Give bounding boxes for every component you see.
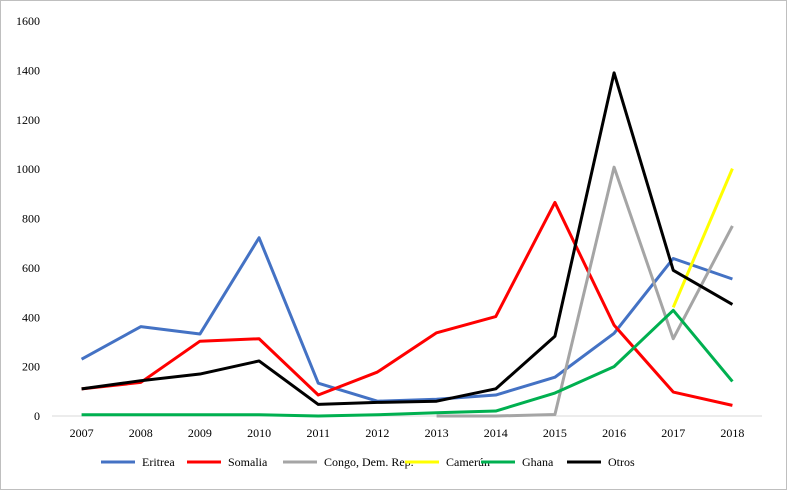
y-tick-label: 0 [34,409,40,423]
legend-label: Somalia [228,455,268,469]
x-axis-ticks: 2007 2008 2009 2010 2011 2012 2013 2014 2015 2016… [70,426,745,440]
legend-label: Otros [608,455,635,469]
legend-item-otros: Otros [567,455,635,469]
series-line-eritrea [80,236,733,403]
y-tick-label: 1400 [16,63,40,77]
x-tick-label: 2009 [188,426,212,440]
y-axis-ticks: 0 200 400 600 800 1000 1200 1400 1600 [16,14,40,423]
x-tick-label: 2018 [720,426,744,440]
x-tick-label: 2011 [306,426,330,440]
y-tick-label: 1000 [16,162,40,176]
y-tick-label: 200 [22,360,40,374]
legend-item-ghana: Ghana [481,455,554,469]
legend-label: Ghana [522,455,554,469]
legend-label: Eritrea [142,455,175,469]
legend-label: Camerún [446,455,490,469]
y-tick-label: 800 [22,212,40,226]
x-tick-label: 2017 [661,426,685,440]
y-tick-label: 1600 [16,14,40,28]
legend-item-eritrea: Eritrea [101,455,175,469]
x-tick-label: 2008 [129,426,153,440]
legend-item-congo-dem-rep: Congo, Dem. Rep. [283,455,414,469]
y-tick-label: 1200 [16,113,40,127]
series-line-ghana [81,308,734,418]
series-line-camer-n [671,168,734,308]
x-tick-label: 2010 [247,426,271,440]
legend-label: Congo, Dem. Rep. [324,455,414,469]
x-tick-label: 2007 [70,426,94,440]
x-tick-label: 2012 [365,426,389,440]
y-tick-label: 600 [22,261,40,275]
series-lines [80,71,734,418]
x-tick-label: 2014 [484,426,508,440]
x-tick-label: 2016 [602,426,626,440]
legend-item-camer-n: Camerún [405,455,490,469]
x-tick-label: 2013 [425,426,449,440]
series-line-otros [81,71,734,406]
legend-item-somalia: Somalia [187,455,268,469]
legend: Eritrea Somalia Congo, Dem. Rep. Camerún Gha… [101,455,635,469]
series-line-somalia [81,200,733,407]
y-tick-label: 400 [22,310,40,324]
x-tick-label: 2015 [543,426,567,440]
